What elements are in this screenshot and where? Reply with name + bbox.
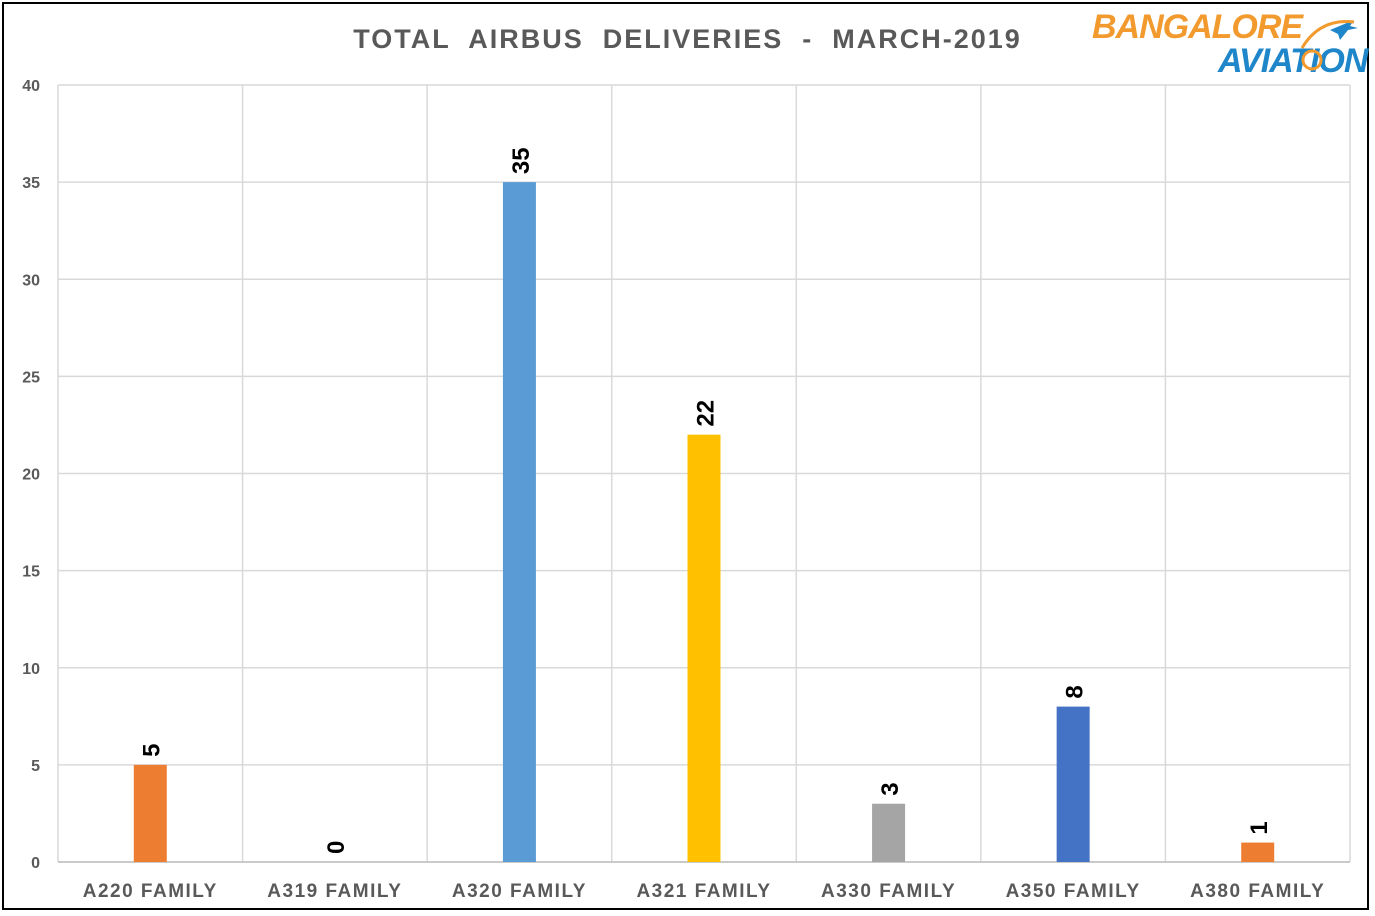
airplane-icon [1300,20,1358,71]
bar-3 [687,434,721,862]
data-label-3: 22 [692,400,719,427]
bar-6 [1241,842,1275,862]
logo-line1: BANGALORE [1092,8,1303,46]
data-label-2: 35 [508,147,535,174]
x-tick-label-4: A330 FAMILY [821,881,956,902]
data-label-4: 3 [877,782,904,795]
y-tick-label-3: 15 [22,564,40,581]
x-tick-label-0: A220 FAMILY [83,881,218,902]
y-tick-label-8: 40 [22,78,40,95]
bar-5 [1056,706,1090,862]
x-tick-label-6: A380 FAMILY [1190,881,1325,902]
y-tick-label-4: 20 [22,467,40,484]
y-tick-label-0: 0 [31,855,40,872]
data-label-6: 1 [1246,821,1273,834]
y-tick-label-2: 10 [22,661,40,678]
bar-0 [133,764,167,862]
y-tick-label-6: 30 [22,272,40,289]
x-tick-label-5: A350 FAMILY [1006,881,1141,902]
logo-line2: AVIATION [1218,42,1368,80]
chart-title: TOTAL AIRBUS DELIVERIES - MARCH-2019 [353,24,1022,54]
y-tick-label-1: 5 [31,758,40,775]
x-tick-label-1: A319 FAMILY [267,881,402,902]
bar-4 [872,803,906,862]
bar-2 [502,182,536,862]
data-label-1: 0 [323,841,350,854]
y-tick-label-7: 35 [22,175,40,192]
y-tick-label-5: 25 [22,369,40,386]
x-tick-label-3: A321 FAMILY [636,881,771,902]
bangalore-aviation-logo: BANGALORE AVIATION [1092,8,1368,80]
data-label-0: 5 [139,744,166,757]
x-tick-label-2: A320 FAMILY [452,881,587,902]
data-label-5: 8 [1061,685,1088,698]
